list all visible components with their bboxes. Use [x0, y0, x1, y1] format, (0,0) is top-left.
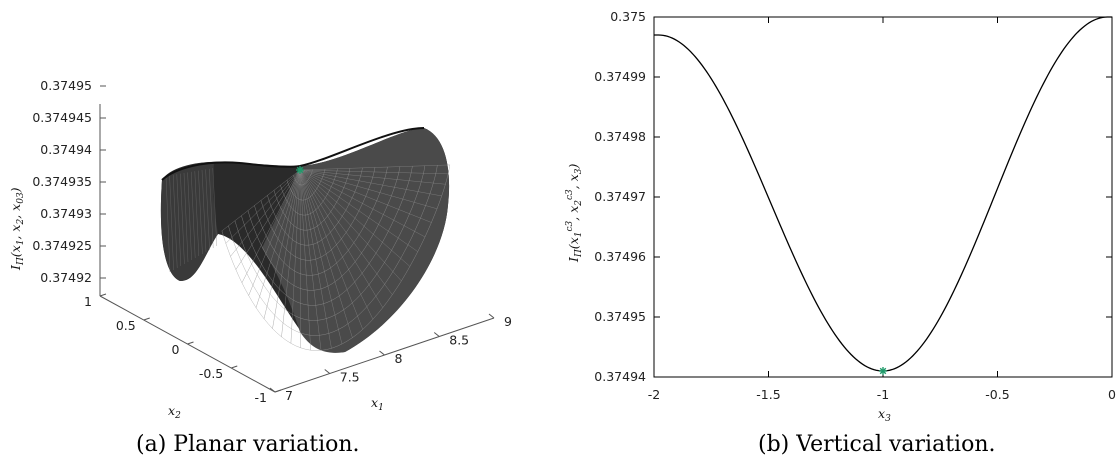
- y-tick-label: 0.5: [116, 318, 136, 333]
- mesh-ring: [273, 168, 351, 231]
- z-tick-label: 0.37494: [40, 142, 92, 157]
- z-tick-label: 0.374925: [32, 238, 92, 253]
- b-y-axis-label: IΠ(x1c3, x2c3, x3): [565, 163, 584, 263]
- x-tick-label: 8: [395, 351, 403, 366]
- y-axis-label: x2: [168, 403, 181, 421]
- mesh-line: [208, 168, 214, 249]
- mesh-line: [194, 171, 200, 257]
- mesh-line: [198, 170, 203, 255]
- mesh-line: [169, 175, 174, 271]
- b-y-tick-label: 0.37496: [594, 249, 646, 264]
- x-tick-label: 7.5: [340, 370, 360, 385]
- mesh-ring: [234, 165, 426, 321]
- mesh-ring: [280, 168, 338, 216]
- z-tick-label: 0.37492: [40, 270, 92, 285]
- z-tick-label: 0.37493: [40, 206, 92, 221]
- plot-frame: [653, 16, 1113, 378]
- mesh-ring: [293, 169, 313, 186]
- mesh-line: [183, 172, 189, 263]
- mesh-line: [205, 169, 210, 251]
- mesh-ring: [228, 165, 438, 336]
- y-tick-mark: [231, 365, 238, 369]
- mesh-line: [172, 174, 178, 269]
- y-tick-mark: [99, 293, 107, 297]
- y-tick-label: 1: [84, 294, 92, 309]
- x-tick-mark: [324, 369, 331, 374]
- b-x-tick-label: -2: [648, 387, 660, 402]
- mesh-line: [212, 168, 218, 247]
- x-tick-mark: [433, 332, 440, 337]
- mesh-line: [176, 174, 182, 267]
- z-tick-label: 0.37495: [40, 78, 92, 93]
- x-tick-mark: [488, 313, 495, 319]
- b-y-tick-label: 0.37499: [594, 69, 646, 84]
- x-tick-label: 9: [504, 314, 512, 329]
- y-tick-mark: [143, 317, 150, 321]
- mesh-ring: [221, 164, 451, 351]
- x-axis-label: x1: [371, 395, 384, 413]
- z-tick-label: 0.374935: [32, 174, 92, 189]
- y-tick-mark: [187, 341, 194, 345]
- mesh-line: [299, 164, 450, 171]
- mesh-line: [190, 171, 196, 259]
- mesh-line: [180, 173, 185, 265]
- caption-b: (b) Vertical variation.: [758, 432, 996, 457]
- b-y-tick-label: 0.37494: [594, 369, 646, 384]
- series-line: [654, 16, 1112, 372]
- x-tick-label: 8.5: [449, 333, 469, 348]
- x-tick-label: 7: [285, 388, 293, 403]
- mesh-ring: [247, 166, 401, 291]
- surface-mesh: [160, 127, 451, 353]
- b-x-tick-label: -0.5: [985, 387, 1009, 402]
- line-plot: 0.37494 0.37495 0.37496 0.37497 0.37498 0.374…: [565, 9, 1116, 424]
- mesh-line: [201, 169, 207, 253]
- b-y-tick-label: 0.37498: [594, 129, 646, 144]
- b-x-tick-label: 0: [1108, 387, 1116, 402]
- minimum-marker: [879, 367, 887, 375]
- z-axis-label: IΠ(x1, x2, x03): [8, 187, 26, 271]
- b-y-tick-label: 0.375: [610, 9, 646, 24]
- x-tick-mark: [379, 350, 385, 356]
- y-tick-mark: [274, 389, 282, 393]
- b-y-tick-label: 0.37495: [594, 309, 646, 324]
- y-tick-label: -1: [255, 390, 267, 405]
- b-x-axis-label: x3: [878, 406, 891, 424]
- surface-left-lobe: [160, 162, 218, 281]
- mesh-ring: [267, 167, 363, 246]
- surface-plot: 0.37492 0.374925 0.37493 0.374935 0.37494 0.3…: [8, 78, 512, 421]
- y-tick-label: 0: [172, 342, 180, 357]
- mesh-ring: [286, 169, 326, 201]
- surface-ridge: [161, 127, 425, 181]
- caption-a: (a) Planar variation.: [136, 432, 360, 457]
- mesh-ring: [260, 167, 376, 261]
- mesh-line: [187, 172, 192, 261]
- z-tick-label: 0.374945: [32, 110, 92, 125]
- b-x-tick-label: -1: [877, 387, 889, 402]
- stationary-point-marker: [296, 166, 304, 174]
- mesh-ring: [254, 166, 388, 276]
- mesh-ring: [241, 166, 413, 306]
- mesh-line: [165, 175, 171, 273]
- b-x-tick-label: -1.5: [756, 387, 780, 402]
- b-y-tick-label: 0.37497: [594, 189, 646, 204]
- x-tick-mark: [269, 387, 276, 393]
- y-tick-label: -0.5: [199, 366, 223, 381]
